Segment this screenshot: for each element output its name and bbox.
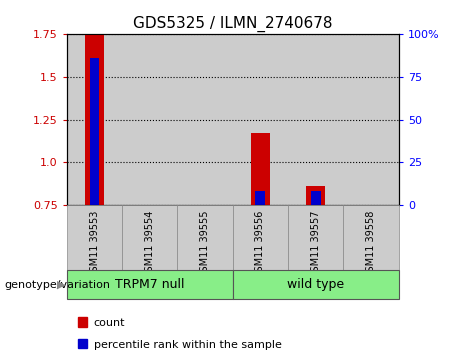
Text: ▶: ▶ bbox=[57, 280, 65, 290]
Text: GSM11 39555: GSM11 39555 bbox=[200, 210, 210, 279]
Text: percentile rank within the sample: percentile rank within the sample bbox=[94, 340, 282, 350]
Text: GSM11 39557: GSM11 39557 bbox=[311, 210, 321, 279]
Bar bbox=[67, 34, 122, 205]
Text: TRPM7 null: TRPM7 null bbox=[115, 278, 184, 291]
Bar bbox=[89, 58, 100, 205]
Title: GDS5325 / ILMN_2740678: GDS5325 / ILMN_2740678 bbox=[133, 16, 332, 32]
FancyBboxPatch shape bbox=[343, 205, 399, 270]
Bar bbox=[78, 317, 87, 327]
Bar bbox=[288, 34, 343, 205]
Bar bbox=[306, 186, 325, 205]
Text: GSM11 39556: GSM11 39556 bbox=[255, 210, 266, 279]
FancyBboxPatch shape bbox=[122, 205, 177, 270]
FancyBboxPatch shape bbox=[177, 205, 233, 270]
Bar bbox=[343, 34, 399, 205]
FancyBboxPatch shape bbox=[67, 205, 122, 270]
FancyBboxPatch shape bbox=[288, 205, 343, 270]
Bar bbox=[85, 34, 104, 205]
FancyBboxPatch shape bbox=[67, 270, 233, 299]
FancyBboxPatch shape bbox=[233, 205, 288, 270]
Text: genotype/variation: genotype/variation bbox=[5, 280, 111, 290]
Bar bbox=[251, 134, 270, 205]
Bar bbox=[233, 34, 288, 205]
Text: GSM11 39553: GSM11 39553 bbox=[89, 210, 100, 279]
Bar bbox=[255, 191, 266, 205]
Text: GSM11 39554: GSM11 39554 bbox=[145, 210, 155, 279]
Text: GSM11 39558: GSM11 39558 bbox=[366, 210, 376, 279]
Text: wild type: wild type bbox=[287, 278, 344, 291]
Bar bbox=[122, 34, 177, 205]
Text: count: count bbox=[94, 318, 125, 328]
Bar bbox=[78, 339, 87, 348]
Bar bbox=[311, 191, 321, 205]
Bar bbox=[177, 34, 233, 205]
FancyBboxPatch shape bbox=[233, 270, 399, 299]
